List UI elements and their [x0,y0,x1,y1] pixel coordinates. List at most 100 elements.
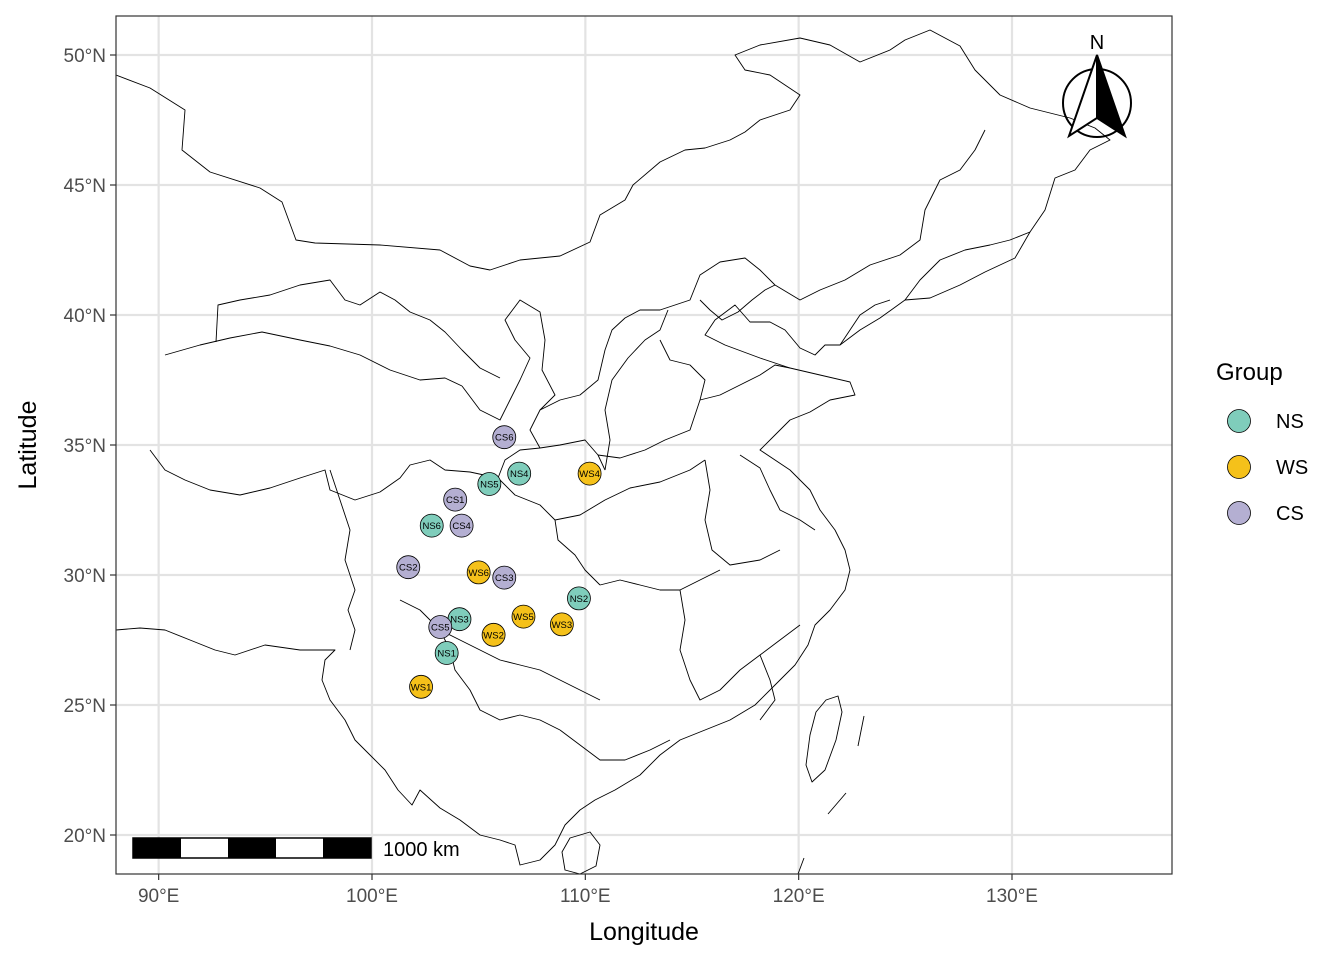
taiwan-island [805,695,843,783]
legend-key-ns [1227,409,1251,433]
site-marker-cs6 [492,425,517,450]
site-label-ws1: WS1 [411,682,432,693]
x-tick-label: 110°E [560,886,611,907]
jiangxi-boundary [679,589,801,701]
site-marker-cs5 [428,615,453,639]
province-boundaries [116,29,1111,874]
site-label-cs4: CS4 [452,521,470,532]
site-marker-ns4 [507,461,532,486]
site-marker-cs2 [396,555,421,580]
y-tick-label: 45°N [64,176,106,197]
site-label-ns1: NS1 [437,649,455,660]
scale-bar-segment [323,838,371,858]
legend-key-cs [1227,501,1251,525]
x-tick-label: 100°E [346,886,398,907]
scale-bar-label: 1000 km [383,839,460,861]
guangxi-boundary [559,729,671,761]
site-marker-ns1 [434,641,459,665]
site-label-ns3: NS3 [450,615,468,626]
site-marker-ws4 [577,461,602,486]
site-label-ws3: WS3 [552,620,573,631]
x-tick-label: 120°E [773,886,825,907]
heilongjiang-jilin-boundary [904,231,1031,301]
jiangsu-boundary [739,454,816,531]
xizang-sichuan-boundary [329,469,356,651]
site-label-ns5: NS5 [480,480,498,491]
y-tick-label: 25°N [64,696,106,717]
legend-label-cs: CS [1276,503,1304,525]
shaanxi-boundary [539,257,776,411]
islet-line-3 [797,857,805,874]
legend-key-ws [1227,455,1251,479]
graticule-grid [116,16,1172,874]
x-tick-label: 90°E [138,886,179,907]
islet-line-2 [827,792,847,815]
y-tick-label: 30°N [64,566,106,587]
y-tick-label: 20°N [64,826,106,847]
site-marker-ws2 [481,622,506,647]
x-axis-title: Longitude [589,918,699,946]
site-marker-ws3 [549,612,574,637]
site-marker-cs3 [492,565,517,590]
shanxi-boundary [604,309,669,471]
axes: 90°E 100°E 110°E 120°E 130°E 20°N 25°N 30°N 35°N… [64,46,1038,907]
north-arrow: N [1062,32,1132,139]
y-tick-label: 40°N [64,306,106,327]
shandong-boundary [699,364,791,401]
sichuan-chongqing-boundary [497,477,601,586]
islet-line-1 [857,715,865,747]
hubei-boundary [554,459,706,521]
site-marker-ns5 [477,472,502,496]
site-marker-ws6 [466,560,491,585]
y-axis-title: Latitude [14,401,42,490]
scale-bar-segment [133,838,181,858]
site-marker-ns2 [567,586,591,611]
legend-label-ws: WS [1276,457,1308,479]
scale-bar: 1000 km [132,837,460,861]
site-marker-ns6 [419,513,444,538]
site-label-ns2: NS2 [570,594,588,605]
site-marker-cs4 [449,513,474,538]
inner-mongolia-boundary [774,129,986,301]
site-label-ws6: WS6 [468,568,489,579]
site-label-cs3: CS3 [495,573,513,584]
guizhou-boundary [439,629,601,701]
y-tick-label: 35°N [64,436,106,457]
ningxia-boundary [497,439,606,479]
hunan-boundary [599,569,721,591]
site-label-ns6: NS6 [422,521,440,532]
x-tick-label: 130°E [986,886,1038,907]
site-label-cs1: CS1 [446,495,464,506]
qinghai-north-boundary [215,279,501,379]
fujian-boundary [759,654,776,721]
hainan-island [561,831,601,874]
site-marker-cs1 [443,487,468,512]
site-label-cs6: CS6 [495,433,513,444]
liaoning-boundary [839,299,891,346]
henan-boundary [597,339,706,459]
north-arrow-right-half [1096,54,1127,139]
legend-title: Group [1216,359,1283,386]
legend-label-ns: NS [1276,411,1304,433]
legend: Group NS WS CS [1216,359,1308,525]
xinjiang-xizang-boundary [164,331,463,387]
country-outline [116,29,1111,866]
site-marker-ws1 [409,674,433,699]
site-marker-ws5 [511,604,536,629]
gansu-boundary [461,299,556,449]
y-tick-label: 50°N [64,46,106,67]
scale-bar-segment [228,838,276,858]
site-label-cs2: CS2 [399,563,417,574]
site-label-ws4: WS4 [579,469,600,480]
site-label-ws5: WS5 [513,612,534,623]
qinghai-south-boundary [149,449,499,501]
panel-border [115,15,1173,875]
site-label-cs5: CS5 [431,623,449,634]
hebei-boundary [699,284,776,321]
sample-sites: CS6 NS4 WS4 NS5 CS1 NS6 CS4 CS2 WS6 CS3 NS2 WS5 NS3 W… [396,425,602,699]
north-arrow-label: N [1090,32,1104,54]
anhui-boundary [704,459,781,566]
site-label-ns4: NS4 [510,469,528,480]
site-label-ws2: WS2 [483,630,504,641]
